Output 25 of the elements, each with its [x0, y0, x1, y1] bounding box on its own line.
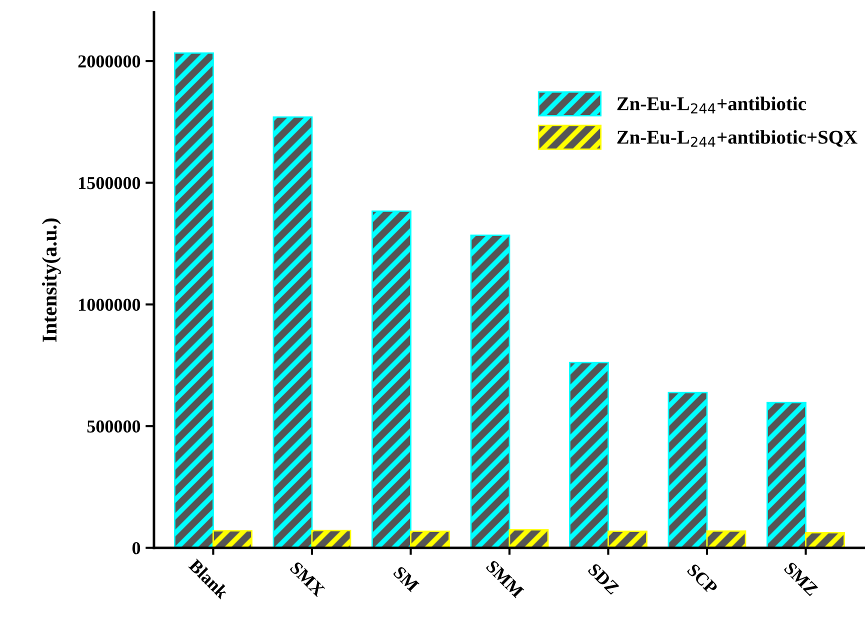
bar	[174, 52, 214, 548]
x-tick-label: SCP	[686, 563, 718, 595]
x-tick-label: SDZ	[588, 562, 620, 595]
y-tick-label: 2000000	[78, 55, 140, 68]
y-tick-label: 1000000	[79, 298, 140, 311]
bar	[569, 362, 609, 548]
y-tick-label: 500000	[87, 420, 140, 433]
legend-label: Zn-Eu-L$_{244}$+antibiotic	[617, 96, 806, 114]
bar	[311, 530, 352, 548]
y-tick-label: 1500000	[79, 177, 140, 190]
bar	[470, 234, 510, 548]
bar	[272, 116, 313, 548]
bar	[608, 530, 648, 548]
y-axis-title: Intensity(a.u.)	[42, 218, 61, 342]
bar	[805, 532, 845, 548]
bar	[212, 530, 252, 548]
legend-label: Zn-Eu-L$_{244}$+antibiotic+SQX	[617, 130, 858, 147]
bar	[668, 392, 708, 548]
y-tick-label: 0	[132, 542, 140, 554]
bar	[372, 210, 412, 548]
x-tick-label: SM	[392, 566, 420, 592]
bar	[706, 530, 746, 548]
bar	[508, 529, 549, 548]
bar	[766, 402, 806, 548]
bar	[410, 530, 450, 548]
